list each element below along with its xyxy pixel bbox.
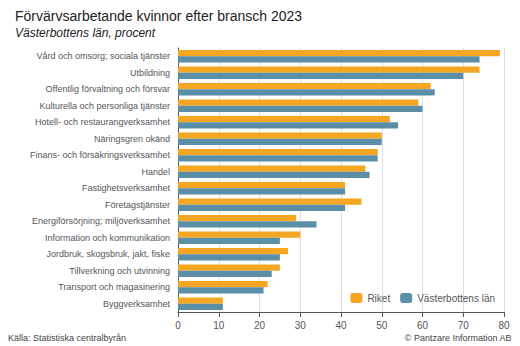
svg-text:© Pantzare Information AB: © Pantzare Information AB xyxy=(405,333,512,343)
svg-text:Västerbottens län, procent: Västerbottens län, procent xyxy=(15,26,156,40)
svg-text:Källa: Statistiska centralbyrå: Källa: Statistiska centralbyrån xyxy=(8,333,126,343)
svg-text:Energiförsörjning; miljöverksa: Energiförsörjning; miljöverksamhet xyxy=(32,216,171,226)
svg-text:20: 20 xyxy=(254,320,266,331)
svg-text:40: 40 xyxy=(335,320,347,331)
svg-text:0: 0 xyxy=(175,320,181,331)
svg-text:Företagstjänster: Företagstjänster xyxy=(105,200,170,210)
svg-text:Näringsgren okänd: Näringsgren okänd xyxy=(94,134,170,144)
svg-text:Förvärvsarbetande kvinnor efte: Förvärvsarbetande kvinnor efter bransch … xyxy=(15,8,302,24)
svg-text:70: 70 xyxy=(458,320,470,331)
svg-text:Finans- och försäkringsverksam: Finans- och försäkringsverksamhet xyxy=(30,150,171,160)
svg-text:Offentlig förvaltning och förs: Offentlig förvaltning och försvar xyxy=(46,84,170,94)
svg-text:Vård och omsorg; sociala tjäns: Vård och omsorg; sociala tjänster xyxy=(36,51,170,61)
svg-text:60: 60 xyxy=(417,320,429,331)
svg-text:Handel: Handel xyxy=(141,167,170,177)
svg-text:10: 10 xyxy=(213,320,225,331)
svg-text:Transport och magasinering: Transport och magasinering xyxy=(58,282,170,292)
svg-text:80: 80 xyxy=(498,320,510,331)
svg-text:Tillverkning och utvinning: Tillverkning och utvinning xyxy=(69,266,170,276)
svg-text:Riket: Riket xyxy=(367,293,390,304)
svg-text:Kulturella och personliga tjän: Kulturella och personliga tjänster xyxy=(39,101,170,111)
svg-text:Fastighetsverksamhet: Fastighetsverksamhet xyxy=(82,183,171,193)
svg-text:30: 30 xyxy=(295,320,307,331)
svg-text:Jordbruk, skogsbruk, jakt, fis: Jordbruk, skogsbruk, jakt, fiske xyxy=(46,249,170,259)
svg-text:Utbildning: Utbildning xyxy=(130,68,170,78)
svg-text:Västerbottens län: Västerbottens län xyxy=(417,293,495,304)
svg-text:Byggverksamhet: Byggverksamhet xyxy=(103,299,171,309)
svg-text:Hotell- och restaurangverksamh: Hotell- och restaurangverksamhet xyxy=(35,117,171,127)
svg-text:50: 50 xyxy=(376,320,388,331)
svg-text:Information och kommunikation: Information och kommunikation xyxy=(45,233,170,243)
